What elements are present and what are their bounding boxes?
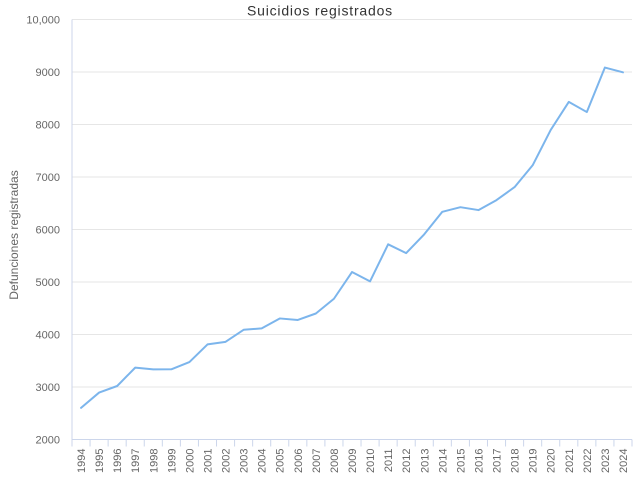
svg-text:1997: 1997	[130, 449, 142, 473]
svg-text:2003: 2003	[239, 449, 251, 473]
svg-text:10,000: 10,000	[26, 15, 60, 27]
svg-text:1995: 1995	[94, 449, 106, 473]
svg-text:2017: 2017	[492, 449, 504, 473]
svg-text:2019: 2019	[528, 449, 540, 473]
svg-text:9000: 9000	[36, 67, 60, 79]
svg-text:2010: 2010	[365, 449, 377, 473]
svg-text:2000: 2000	[184, 449, 196, 473]
svg-text:8000: 8000	[36, 120, 60, 132]
svg-text:Suicidios registrados: Suicidios registrados	[247, 3, 393, 19]
svg-text:2006: 2006	[293, 449, 305, 473]
svg-text:7000: 7000	[36, 172, 60, 184]
svg-text:2007: 2007	[311, 449, 323, 473]
svg-text:Defunciones registradas: Defunciones registradas	[7, 170, 21, 299]
svg-text:1994: 1994	[76, 449, 88, 473]
svg-text:3000: 3000	[36, 382, 60, 394]
svg-text:2005: 2005	[275, 449, 287, 473]
svg-text:2014: 2014	[437, 449, 449, 473]
svg-text:2009: 2009	[347, 449, 359, 473]
svg-text:2015: 2015	[455, 449, 467, 473]
svg-text:2020: 2020	[546, 449, 558, 473]
svg-text:2023: 2023	[600, 449, 612, 473]
svg-text:1996: 1996	[112, 449, 124, 473]
svg-text:1999: 1999	[166, 449, 178, 473]
svg-text:2008: 2008	[329, 449, 341, 473]
svg-text:4000: 4000	[36, 330, 60, 342]
svg-text:2001: 2001	[202, 449, 214, 473]
svg-text:2000: 2000	[36, 435, 60, 447]
svg-text:2024: 2024	[618, 449, 630, 473]
svg-text:1998: 1998	[148, 449, 160, 473]
svg-text:2002: 2002	[221, 449, 233, 473]
svg-text:2011: 2011	[383, 449, 395, 473]
svg-text:2018: 2018	[510, 449, 522, 473]
svg-text:2016: 2016	[473, 449, 485, 473]
svg-text:2012: 2012	[401, 449, 413, 473]
svg-text:2004: 2004	[257, 449, 269, 473]
svg-text:5000: 5000	[36, 277, 60, 289]
svg-text:2013: 2013	[419, 449, 431, 473]
svg-text:2021: 2021	[564, 449, 576, 473]
svg-text:2022: 2022	[582, 449, 594, 473]
svg-text:6000: 6000	[36, 225, 60, 237]
